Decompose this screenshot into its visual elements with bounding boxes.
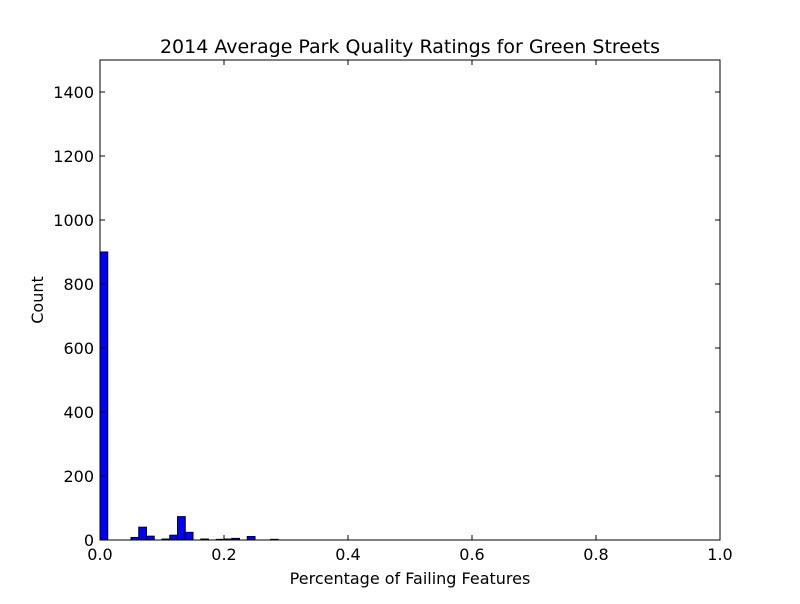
y-tick-label: 0 [84,531,94,550]
x-tick-label: 0.6 [459,545,484,564]
histogram-bar-6 [146,535,155,541]
y-tick-label: 1200 [53,147,94,166]
plot-frame [99,59,721,541]
y-tick-label: 1000 [53,211,94,230]
x-tick-label: 0.0 [87,545,112,564]
x-tick-label: 0.4 [335,545,360,564]
histogram-bar-0 [99,251,109,541]
y-tick-label: 400 [63,403,94,422]
chart-title: 2014 Average Park Quality Ratings for Gr… [160,36,660,58]
y-tick-label: 200 [63,467,94,486]
ticks-layer: 0.0 0.2 0.4 0.6 0.8 1.0 0 200 400 600 800 1000 1200 1… [53,60,733,564]
x-tick-label: 0.2 [211,545,236,564]
y-tick-label: 600 [63,339,94,358]
histogram-bar-5 [138,526,147,541]
histogram-bar-19 [246,535,256,541]
x-tick-label: 0.8 [583,545,608,564]
y-tick-label: 1400 [53,83,94,102]
histogram-bar-9 [169,534,178,541]
x-tick-label: 1.0 [707,545,732,564]
histogram-bar-10 [177,516,186,541]
histogram-bar-11 [184,531,194,541]
y-tick-label: 800 [63,275,94,294]
y-axis-label: Count [28,276,47,324]
x-axis-label: Percentage of Failing Features [290,569,531,588]
